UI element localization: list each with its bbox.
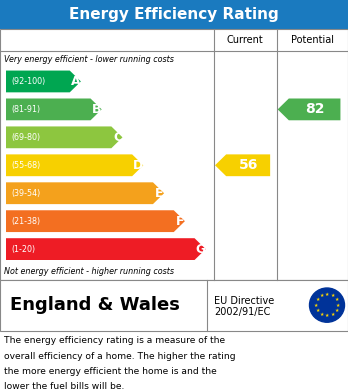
- Text: The energy efficiency rating is a measure of the: The energy efficiency rating is a measur…: [4, 336, 225, 345]
- Bar: [0, 280, 348, 330]
- Polygon shape: [6, 99, 102, 120]
- Bar: [0, 29, 348, 280]
- Polygon shape: [6, 126, 122, 148]
- Text: (69-80): (69-80): [11, 133, 40, 142]
- Text: ★: ★: [325, 313, 329, 318]
- Text: Potential: Potential: [291, 35, 334, 45]
- Text: overall efficiency of a home. The higher the rating: overall efficiency of a home. The higher…: [4, 352, 236, 361]
- Text: the more energy efficient the home is and the: the more energy efficient the home is an…: [4, 367, 217, 376]
- Text: lower the fuel bills will be.: lower the fuel bills will be.: [4, 382, 124, 391]
- Text: (39-54): (39-54): [11, 189, 40, 198]
- Bar: [0, 0, 348, 29]
- Text: (55-68): (55-68): [11, 161, 40, 170]
- Text: ★: ★: [319, 293, 324, 298]
- Text: 82: 82: [305, 102, 324, 117]
- Text: ★: ★: [315, 297, 320, 302]
- Text: D: D: [133, 159, 143, 172]
- Text: ★: ★: [334, 308, 339, 313]
- Text: ★: ★: [319, 312, 324, 317]
- Text: Not energy efficient - higher running costs: Not energy efficient - higher running co…: [4, 267, 174, 276]
- Polygon shape: [278, 99, 340, 120]
- Text: A: A: [71, 75, 81, 88]
- Text: (81-91): (81-91): [11, 105, 40, 114]
- Text: 2002/91/EC: 2002/91/EC: [214, 307, 270, 317]
- Text: ★: ★: [330, 312, 335, 317]
- Text: ★: ★: [314, 303, 318, 308]
- Polygon shape: [215, 154, 270, 176]
- Text: England & Wales: England & Wales: [10, 296, 180, 314]
- Text: 56: 56: [238, 158, 258, 172]
- Text: ★: ★: [330, 293, 335, 298]
- Polygon shape: [6, 238, 206, 260]
- Text: E: E: [155, 187, 163, 200]
- Text: (1-20): (1-20): [11, 245, 35, 254]
- Polygon shape: [6, 154, 143, 176]
- Text: ★: ★: [325, 292, 329, 297]
- Text: ★: ★: [336, 303, 340, 308]
- Text: ★: ★: [334, 297, 339, 302]
- Text: G: G: [196, 242, 206, 256]
- Circle shape: [309, 288, 345, 322]
- Text: Energy Efficiency Rating: Energy Efficiency Rating: [69, 7, 279, 22]
- Text: ★: ★: [315, 308, 320, 313]
- Text: Very energy efficient - lower running costs: Very energy efficient - lower running co…: [4, 55, 174, 64]
- Text: (92-100): (92-100): [11, 77, 45, 86]
- Text: EU Directive: EU Directive: [214, 296, 274, 306]
- Polygon shape: [6, 210, 185, 232]
- Text: Current: Current: [227, 35, 264, 45]
- Polygon shape: [6, 70, 81, 92]
- Text: F: F: [176, 215, 184, 228]
- Text: (21-38): (21-38): [11, 217, 40, 226]
- Text: B: B: [92, 103, 101, 116]
- Text: C: C: [113, 131, 122, 144]
- Polygon shape: [6, 182, 164, 204]
